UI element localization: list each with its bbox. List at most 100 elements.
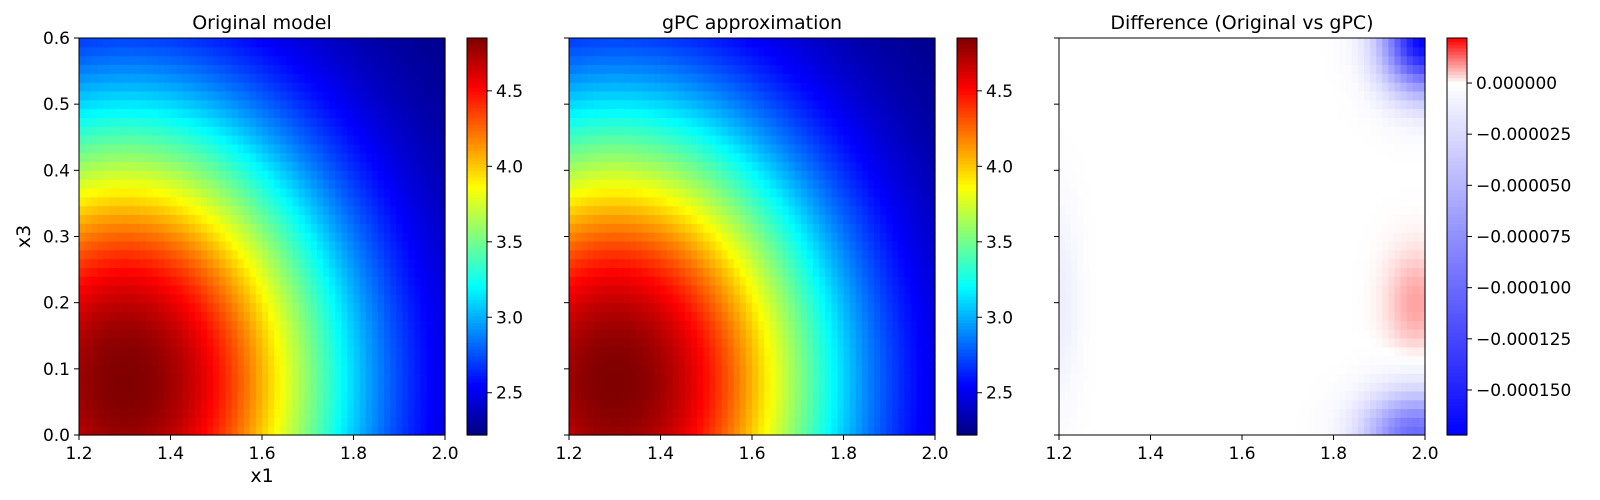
heatmap-cell <box>176 408 184 418</box>
heatmap-cell <box>745 320 753 330</box>
heatmap-cell <box>182 320 190 330</box>
heatmap-cell <box>788 214 796 224</box>
heatmap-cell <box>745 232 753 242</box>
heatmap-cell <box>268 214 275 224</box>
heatmap-cell <box>666 311 674 321</box>
heatmap-cell <box>207 399 214 410</box>
heatmap-cell <box>794 99 802 110</box>
heatmap-cell <box>268 205 275 216</box>
heatmap-cell <box>194 302 202 313</box>
heatmap-cell <box>286 232 294 242</box>
heatmap-cell <box>347 390 355 401</box>
heatmap-cell <box>617 46 625 57</box>
heatmap-cell <box>764 337 771 348</box>
heatmap-cell <box>341 285 348 295</box>
heatmap-cell <box>420 214 428 224</box>
heatmap-cell <box>575 55 582 66</box>
heatmap-cell <box>666 293 674 304</box>
heatmap-cell <box>764 99 771 110</box>
heatmap-cell <box>770 240 777 251</box>
heatmap-cell <box>745 179 753 189</box>
heatmap-cell <box>347 223 355 233</box>
heatmap-cell <box>837 373 845 383</box>
heatmap-cell <box>158 249 165 260</box>
heatmap-cell <box>109 399 117 410</box>
heatmap-cell <box>420 179 428 189</box>
heatmap-cell <box>569 214 576 224</box>
heatmap-cell <box>219 38 226 48</box>
heatmap-cell <box>825 135 832 145</box>
heatmap-cell <box>201 320 208 330</box>
heatmap-cell <box>672 267 680 277</box>
heatmap-cell <box>739 90 747 101</box>
heatmap-cell <box>164 276 172 286</box>
heatmap-cell <box>280 196 287 207</box>
heatmap-cell <box>703 267 710 277</box>
heatmap-cell <box>806 117 814 127</box>
heatmap-cell <box>304 240 312 251</box>
heatmap-cell <box>335 320 342 330</box>
heatmap-cell <box>201 346 208 357</box>
heatmap-cell <box>371 267 379 277</box>
heatmap-cell <box>794 223 802 233</box>
heatmap-cell <box>402 293 409 304</box>
heatmap-cell <box>188 46 196 57</box>
heatmap-cell <box>225 373 233 383</box>
heatmap-cell <box>225 170 233 180</box>
heatmap-cell <box>648 276 655 286</box>
heatmap-cell <box>617 143 625 154</box>
heatmap-cell <box>225 320 233 330</box>
heatmap-cell <box>85 249 92 260</box>
heatmap-cell <box>237 382 245 392</box>
heatmap-cell <box>109 99 117 110</box>
heatmap-cell <box>231 293 239 304</box>
heatmap-cell <box>678 55 686 66</box>
colorbar-step <box>467 348 487 353</box>
heatmap-cell <box>752 179 759 189</box>
heatmap-cell <box>733 187 741 198</box>
heatmap-cell <box>813 364 820 374</box>
heatmap-cell <box>843 267 851 277</box>
heatmap-cell <box>249 55 257 66</box>
heatmap-cell <box>243 108 251 118</box>
heatmap-cell <box>329 337 336 348</box>
heatmap-cell <box>745 355 753 366</box>
heatmap-cell <box>715 258 723 268</box>
heatmap-cell <box>243 55 251 66</box>
heatmap-cell <box>770 205 777 216</box>
heatmap-cell <box>758 214 765 224</box>
heatmap-cell <box>764 408 771 418</box>
heatmap-cell <box>207 285 214 295</box>
heatmap-cell <box>255 135 263 145</box>
heatmap-cell <box>115 258 123 268</box>
heatmap-cell <box>176 179 184 189</box>
heatmap-cell <box>194 232 202 242</box>
heatmap-cell <box>182 232 190 242</box>
heatmap-cell <box>109 38 117 48</box>
heatmap-cell <box>390 161 397 171</box>
heatmap-cell <box>764 311 771 321</box>
heatmap-cell <box>292 223 300 233</box>
heatmap-cell <box>384 214 391 224</box>
heatmap-cell <box>146 99 153 110</box>
heatmap-cell <box>353 382 361 392</box>
heatmap-cell <box>666 232 674 242</box>
heatmap-cell <box>384 373 391 383</box>
heatmap-cell <box>188 161 196 171</box>
heatmap-cell <box>654 170 662 180</box>
heatmap-cell <box>660 293 668 304</box>
heatmap-cell <box>426 38 434 48</box>
heatmap-cell <box>715 223 723 233</box>
heatmap-cell <box>79 302 86 313</box>
heatmap-cell <box>97 152 104 163</box>
heatmap-cell <box>758 249 765 260</box>
heatmap-cell <box>782 135 790 145</box>
heatmap-cell <box>813 152 820 163</box>
heatmap-cell <box>249 373 257 383</box>
heatmap-cell <box>776 337 784 348</box>
heatmap-cell <box>164 417 172 427</box>
heatmap-cell <box>347 399 355 410</box>
heatmap-cell <box>182 170 190 180</box>
heatmap-cell <box>432 417 440 427</box>
heatmap-cell <box>194 126 202 136</box>
